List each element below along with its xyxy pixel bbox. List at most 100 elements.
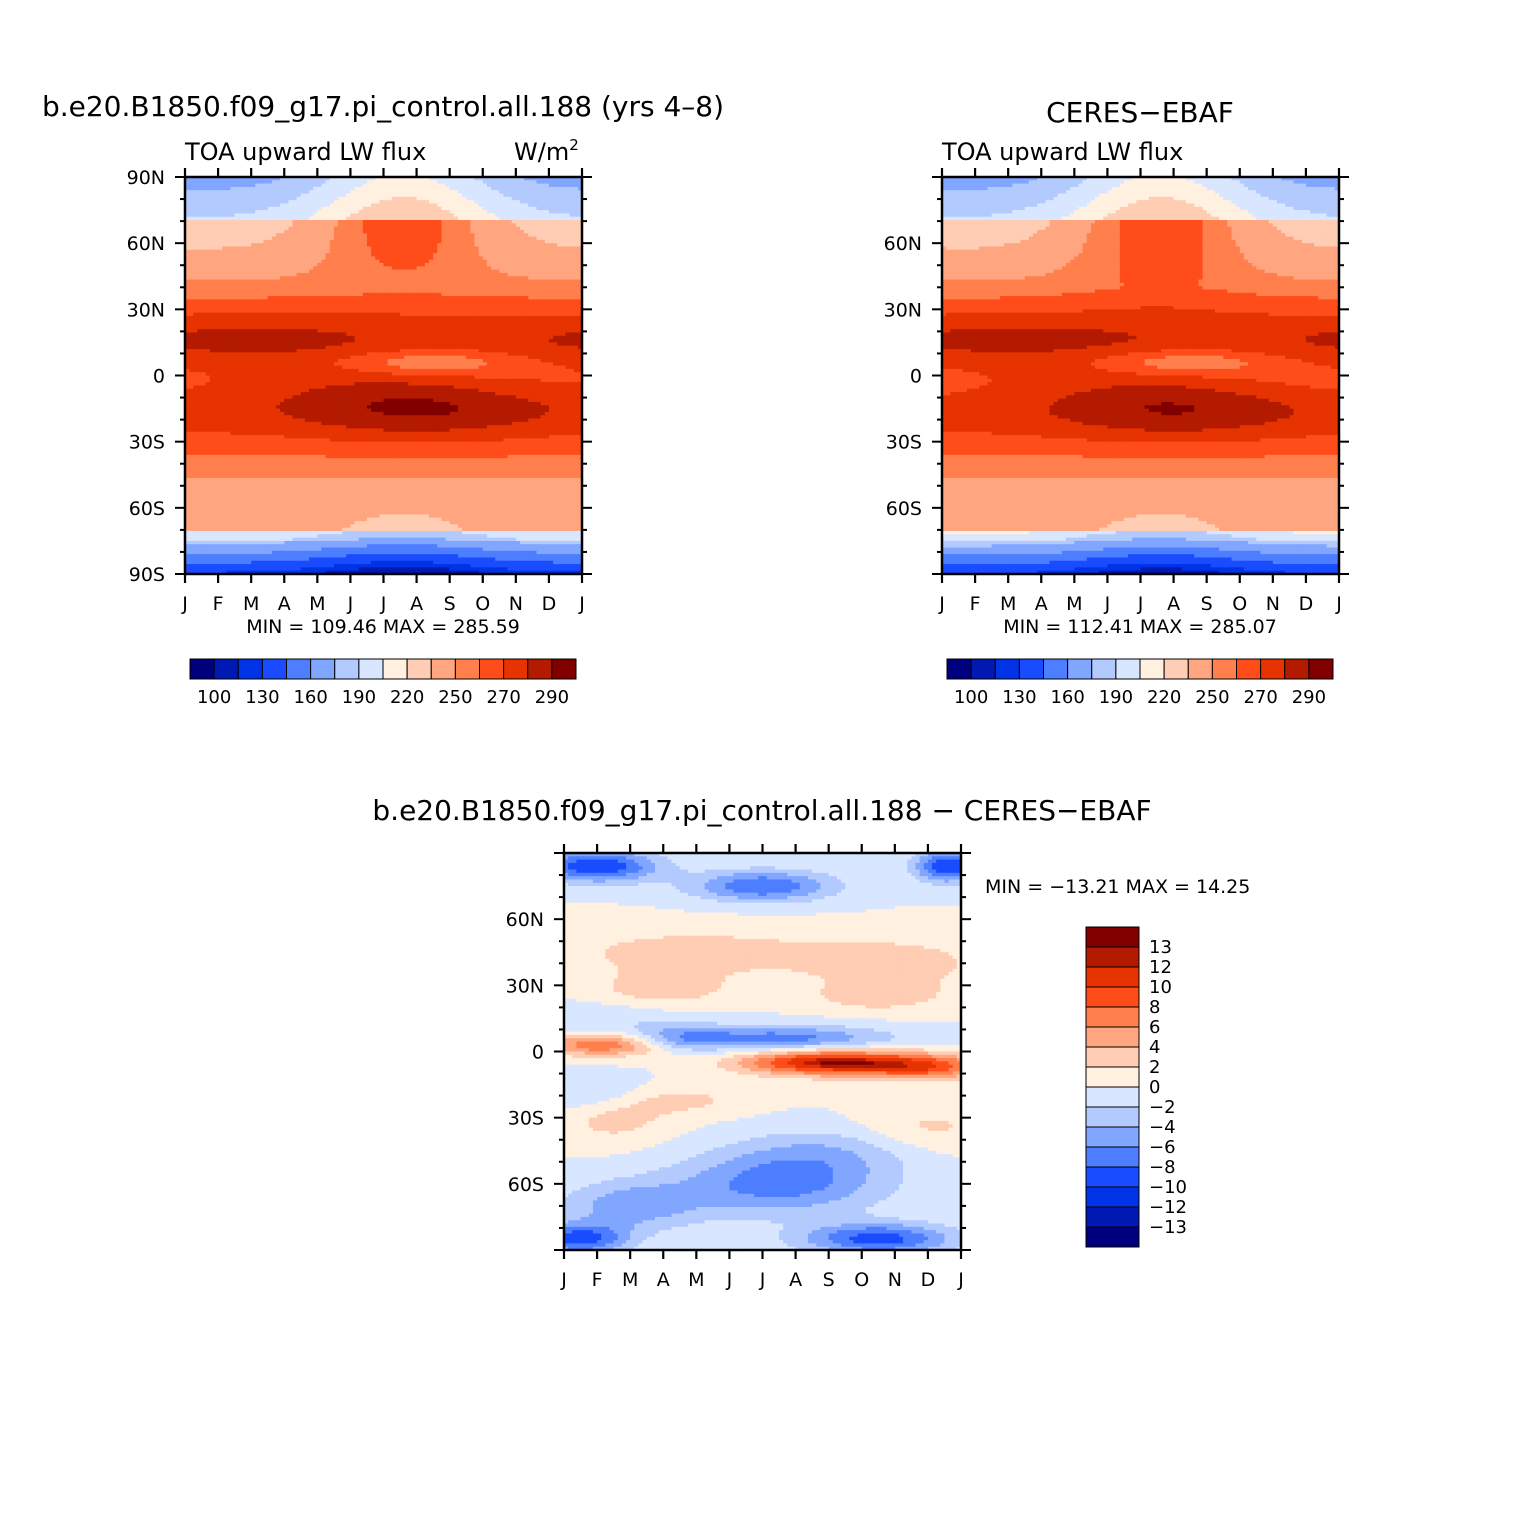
contour-cell (486, 239, 492, 244)
contour-cell (242, 272, 248, 277)
contour-cell (350, 279, 356, 284)
contour-cell (288, 282, 294, 287)
contour-cell (511, 233, 517, 238)
contour-cell (230, 296, 236, 301)
contour-cell (511, 196, 517, 201)
contour-cell (296, 296, 302, 301)
contour-cell (309, 259, 314, 264)
contour-cell (416, 266, 422, 271)
contour-cell (387, 256, 393, 261)
contour-cell (354, 190, 360, 195)
contour-cell (296, 256, 302, 261)
contour-cell (420, 243, 426, 248)
contour-cell (304, 210, 310, 214)
contour-cell (189, 253, 194, 257)
contour-cell (449, 292, 455, 297)
contour-cell (346, 292, 352, 297)
contour-cell (441, 249, 447, 254)
contour-cell (428, 236, 434, 241)
contour-cell (532, 276, 538, 281)
contour-cell (565, 186, 571, 191)
contour-cell (280, 193, 285, 198)
contour-cell (536, 203, 542, 208)
contour-cell (371, 180, 376, 185)
contour-cell (519, 246, 525, 251)
contour-cell (404, 183, 409, 188)
contour-cell (205, 183, 211, 188)
contour-cell (528, 286, 533, 291)
contour-cell (424, 249, 430, 254)
contour-cell (346, 210, 352, 214)
contour-cell (536, 282, 542, 287)
contour-cell (197, 266, 203, 271)
contour-cell (313, 263, 318, 267)
contour-cell (507, 223, 513, 228)
contour-cell (540, 236, 546, 241)
contour-cell (557, 200, 562, 205)
contour-cell (350, 272, 356, 277)
contour-cell (395, 200, 401, 205)
contour-cell (474, 263, 480, 267)
contour-cell (309, 229, 314, 234)
contour-cell (292, 216, 298, 221)
contour-cell (313, 236, 318, 241)
contour-cell (503, 239, 509, 244)
contour-cell (275, 216, 281, 221)
contour-cell (267, 249, 273, 254)
contour-cell (540, 246, 546, 251)
contour-cell (275, 256, 281, 261)
contour-cell (346, 286, 352, 291)
contour-cell (569, 279, 575, 284)
contour-cell (462, 259, 467, 264)
contour-cell (544, 263, 550, 267)
contour-cell (325, 239, 331, 244)
contour-cell (441, 289, 447, 294)
contour-cell (540, 190, 546, 195)
contour-cell (271, 289, 277, 294)
contour-cell (416, 296, 422, 301)
contour-cell (441, 180, 447, 185)
contour-cell (259, 246, 265, 251)
contour-cell (375, 220, 380, 224)
contour-cell (296, 276, 302, 281)
contour-cell (342, 239, 347, 244)
contour-cell (226, 256, 232, 261)
contour-cell (271, 249, 277, 254)
contour-cell (507, 206, 513, 211)
contour-cell (197, 269, 203, 274)
contour-cell (304, 276, 310, 281)
contour-cell (280, 269, 285, 274)
contour-cell (395, 292, 401, 297)
contour-cell (193, 220, 199, 224)
contour-cell (486, 249, 492, 254)
contour-cell (209, 180, 215, 185)
contour-cell (391, 183, 397, 188)
contour-cell (391, 190, 397, 195)
contour-cell (300, 263, 306, 267)
contour-cell (271, 213, 277, 218)
contour-cell (271, 282, 277, 287)
contour-cell (333, 279, 339, 284)
contour-cell (304, 233, 310, 238)
contour-cell (536, 246, 542, 251)
contour-cell (420, 236, 426, 241)
contour-cell (242, 289, 248, 294)
contour-cell (557, 190, 562, 195)
contour-cell (234, 272, 240, 277)
contour-cell (213, 196, 219, 201)
contour-cell (391, 233, 397, 238)
contour-cell (197, 210, 203, 214)
contour-cell (577, 196, 582, 201)
contour-cell (317, 282, 323, 287)
contour-cell (528, 180, 533, 185)
contour-cell (371, 220, 376, 224)
contour-cell (309, 249, 314, 254)
contour-cell (445, 272, 451, 277)
contour-cell (383, 272, 389, 277)
contour-cell (387, 243, 393, 248)
contour-cell (491, 229, 496, 234)
contour-cell (511, 236, 517, 241)
contour-cell (280, 259, 285, 264)
contour-cell (573, 246, 579, 251)
contour-cell (193, 200, 199, 205)
